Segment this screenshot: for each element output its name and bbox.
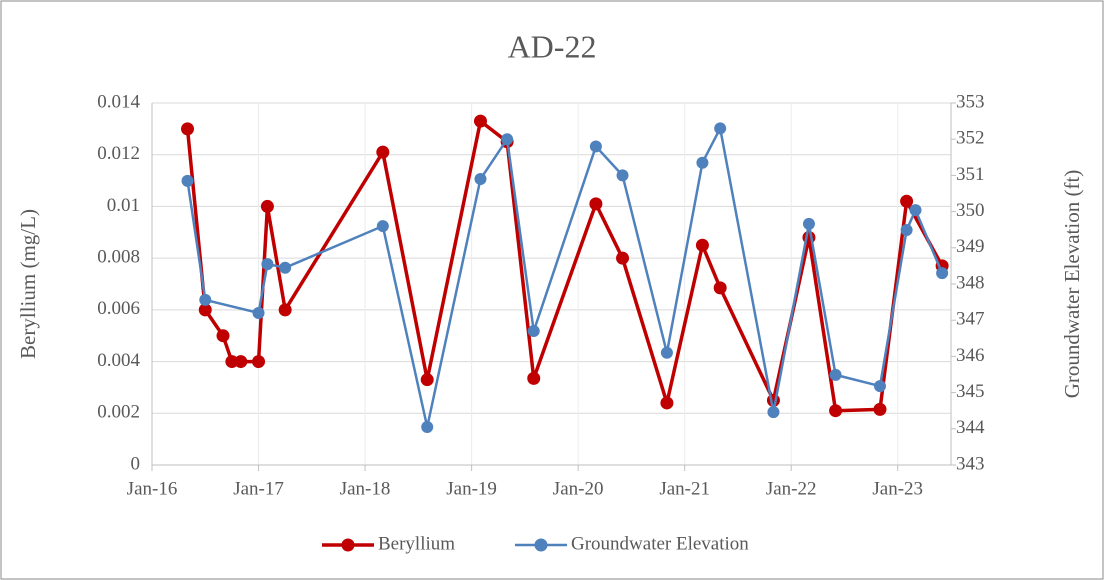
point [421,420,434,433]
point [376,145,390,159]
y-tick-label: 0.012 [97,143,140,164]
y2-tick-label: 350 [956,200,985,221]
legend-marker [341,538,355,552]
point [873,380,886,393]
x-tick-label: Jan-22 [766,478,817,499]
point [279,261,292,274]
point [695,238,709,252]
point [252,306,265,319]
y-tick-label: 0.006 [97,298,140,319]
x-tick-label: Jan-20 [553,478,604,499]
point [589,197,603,211]
x-tick-label: Jan-19 [446,478,497,499]
point [589,140,602,153]
point [766,393,780,407]
y2-tick-label: 344 [956,417,985,438]
point [261,258,274,271]
point [802,217,815,230]
y-tick-label: 0.004 [97,350,140,371]
point [278,303,292,317]
y2-tick-label: 353 [956,91,985,112]
point [909,204,922,217]
x-tick-label: Jan-18 [340,478,391,499]
legend-label: Groundwater Elevation [571,533,749,554]
point [873,402,887,416]
point [829,368,842,381]
point [234,355,248,369]
point [660,346,673,359]
point [473,114,487,128]
legend-label: Beryllium [378,533,455,554]
y2-tick-label: 346 [956,345,985,366]
point [616,169,629,182]
y2-axis-label: Groundwater Elevation (ft) [1060,170,1084,399]
series-line [186,127,944,429]
point [199,293,212,306]
point [181,122,195,136]
y-tick-label: 0.002 [97,402,140,423]
x-tick-label: Jan-16 [127,478,178,499]
point [260,199,274,213]
point [527,371,541,385]
point [660,396,674,410]
point [829,404,843,418]
y-tick-label: 0 [131,453,141,474]
point [696,156,709,169]
x-tick-label: Jan-23 [872,478,923,499]
y2-tick-label: 348 [956,272,985,293]
y2-tick-label: 347 [956,309,985,330]
point [252,355,266,369]
point [216,329,230,343]
point [900,224,913,237]
y-tick-label: 0.008 [97,247,140,268]
point [501,133,514,146]
y2-tick-label: 345 [956,381,985,402]
point [713,281,727,295]
y2-tick-label: 349 [956,236,985,257]
x-tick-label: Jan-21 [659,478,710,499]
y-axis-label: Beryllium (mg/L) [16,209,40,359]
chart-title: AD-22 [508,28,597,64]
point [527,325,540,338]
point [420,373,434,387]
y-tick-label: 0.01 [107,195,140,216]
y2-tick-label: 352 [956,128,985,149]
point [181,174,194,187]
x-tick-label: Jan-17 [233,478,284,499]
legend-marker [534,538,548,552]
point [474,173,487,186]
point [616,251,630,265]
point [936,267,949,280]
point [198,303,212,317]
point [900,194,914,208]
y2-tick-label: 343 [956,453,985,474]
point [767,406,780,419]
point [714,122,727,135]
point [376,220,389,233]
y2-tick-label: 351 [956,164,985,185]
y-tick-label: 0.014 [97,91,140,112]
